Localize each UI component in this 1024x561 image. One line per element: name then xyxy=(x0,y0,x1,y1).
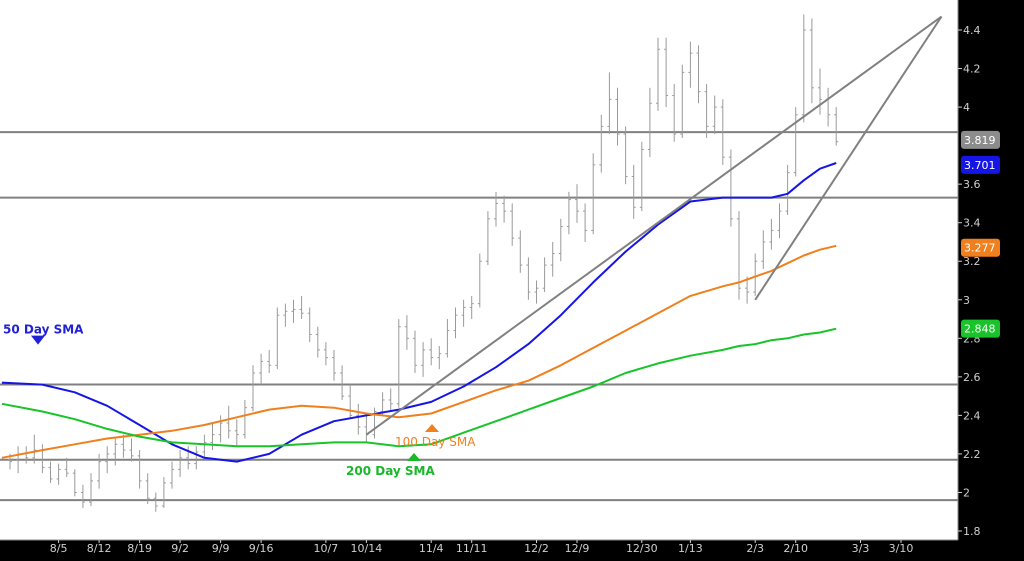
y-tick-label: 3 xyxy=(963,294,970,307)
x-tick-label: 12/2 xyxy=(524,542,549,555)
axis-price-badge xyxy=(961,130,1000,149)
axis-price-value: 2.848 xyxy=(964,323,996,336)
axis-price-value: 3.701 xyxy=(964,159,996,172)
trend-line-1 xyxy=(365,15,943,436)
annotation-marker-up-icon xyxy=(407,453,421,461)
axis-price-value: 3.277 xyxy=(964,242,996,255)
y-tick-label: 2.4 xyxy=(963,409,981,422)
annotation-marker-down-icon xyxy=(31,335,45,345)
x-tick-label: 3/10 xyxy=(889,542,914,555)
x-tick-label: 12/9 xyxy=(565,542,590,555)
y-tick-label: 4.4 xyxy=(963,24,981,37)
sma-line-200 xyxy=(1,327,837,448)
x-tick-label: 10/7 xyxy=(314,542,339,555)
x-tick-label: 8/5 xyxy=(50,542,68,555)
y-tick-label: 3.2 xyxy=(963,255,981,268)
x-tick-label: 12/30 xyxy=(626,542,658,555)
y-tick-label: 3.4 xyxy=(963,217,981,230)
y-axis-panel xyxy=(958,0,1024,557)
x-tick-label: 2/3 xyxy=(746,542,764,555)
axis-price-badge xyxy=(961,319,1000,338)
sma-line-100 xyxy=(1,244,837,459)
axis-price-badge xyxy=(961,238,1000,257)
annotation-label: 200 Day SMA xyxy=(346,464,436,478)
x-tick-label: 10/14 xyxy=(351,542,383,555)
y-tick-label: 4 xyxy=(963,101,970,114)
x-tick-label: 3/3 xyxy=(852,542,870,555)
axis-price-value: 3.819 xyxy=(964,134,996,147)
y-tick-label: 2.2 xyxy=(963,448,981,461)
axis-price-badge xyxy=(961,155,1000,174)
x-tick-label: 1/13 xyxy=(678,542,703,555)
y-tick-label: 2.6 xyxy=(963,371,981,384)
x-tick-label: 9/9 xyxy=(212,542,230,555)
x-tick-label: 11/11 xyxy=(456,542,488,555)
y-tick-label: 3.6 xyxy=(963,178,981,191)
x-tick-label: 11/4 xyxy=(419,542,444,555)
x-tick-label: 8/19 xyxy=(127,542,152,555)
annotation-label: 100 Day SMA xyxy=(395,435,476,449)
x-axis-panel xyxy=(0,540,1024,557)
y-tick-label: 1.8 xyxy=(963,525,981,538)
trend-line-2 xyxy=(754,15,943,301)
x-tick-label: 2/10 xyxy=(783,542,808,555)
plot-area xyxy=(0,0,958,540)
annotation-marker-up-icon xyxy=(425,424,439,432)
annotation-label: 50 Day SMA xyxy=(3,323,84,337)
x-tick-label: 9/16 xyxy=(249,542,274,555)
y-tick-label: 2 xyxy=(963,486,970,499)
x-tick-label: 9/2 xyxy=(171,542,189,555)
x-tick-label: 8/12 xyxy=(87,542,112,555)
y-tick-label: 4.2 xyxy=(963,63,981,76)
